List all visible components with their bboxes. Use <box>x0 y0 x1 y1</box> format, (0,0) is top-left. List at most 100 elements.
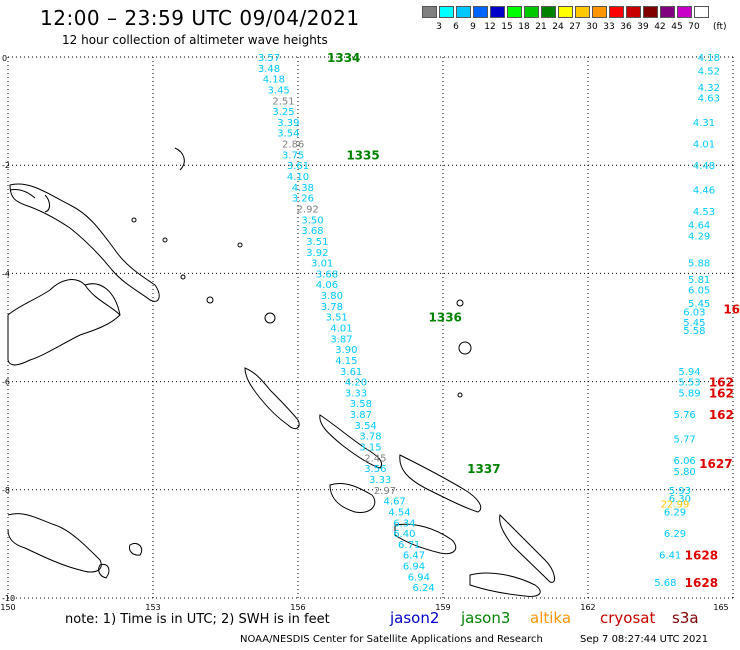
coast-choiseul <box>319 414 383 469</box>
wave-height-value: 6.47 <box>403 551 425 562</box>
wave-height-value: 3.61 <box>340 367 362 378</box>
wave-height-value: 3.51 <box>326 313 348 324</box>
legend-label: 6 <box>453 22 459 32</box>
lon-tick-label: 156 <box>290 603 305 612</box>
wave-height-value: 4.52 <box>698 67 720 78</box>
island-11 <box>129 542 143 556</box>
island-3 <box>458 341 472 355</box>
pass-number: 162 <box>709 408 734 422</box>
legend-label: 3 <box>436 22 442 32</box>
mission-jason3: jason3 <box>461 609 511 627</box>
legend-swatch <box>592 6 607 18</box>
legend-swatch <box>558 6 573 18</box>
mission-s3a: s3a <box>672 609 699 627</box>
island-5 <box>162 237 168 243</box>
wave-height-value: 6.29 <box>664 507 686 518</box>
page-title: 12:00 – 23:59 UTC 09/04/2021 <box>40 6 360 30</box>
coast-new-britain <box>7 279 121 366</box>
wave-height-value: 3.58 <box>350 399 372 410</box>
wave-height-value: 3.15 <box>359 443 381 454</box>
lat-tick-label: -2 <box>2 161 10 170</box>
wave-height-value: 5.94 <box>678 367 700 378</box>
wave-height-value: 5.80 <box>674 467 696 478</box>
legend-swatch <box>473 6 488 18</box>
wave-height-value: 4.38 <box>292 183 314 194</box>
legend-label: 45 <box>671 22 683 32</box>
legend-swatch <box>541 6 556 18</box>
coast-new-hanover <box>9 189 36 199</box>
wave-height-value: 2.97 <box>374 486 396 497</box>
pass-number: 1336 <box>429 311 462 325</box>
generated-time: Sep 7 08:27:44 UTC 2021 <box>580 634 709 645</box>
wave-height-value: 3.01 <box>311 259 333 270</box>
wave-height-value: 6.29 <box>664 529 686 540</box>
lon-tick-label: 162 <box>580 603 595 612</box>
legend-swatch <box>456 6 471 18</box>
wave-height-value: 4.10 <box>287 172 309 183</box>
wave-height-value: 4.15 <box>335 356 357 367</box>
jason3-track-1: 3.573.484.183.452.513.253.393.542.863.75… <box>258 53 435 594</box>
wave-height-value: 4.54 <box>388 507 410 518</box>
wave-height-value: 3.75 <box>282 150 304 161</box>
wave-height-value: 3.33 <box>369 475 391 486</box>
legend-swatch <box>524 6 539 18</box>
wave-height-value: 3.54 <box>277 129 299 140</box>
wave-height-value: 5.89 <box>678 388 700 399</box>
mission-cryosat: cryosat <box>600 609 656 627</box>
coast-new-britain-east <box>84 283 121 316</box>
legend-label: 12 <box>484 22 496 32</box>
wave-height-value: 3.92 <box>306 248 328 259</box>
wave-height-value: 5.77 <box>674 434 696 445</box>
wave-height-value: 4.20 <box>345 378 367 389</box>
island-1 <box>264 312 276 324</box>
legend-label: 30 <box>586 22 598 32</box>
legend-label: 18 <box>518 22 530 32</box>
credit-line: NOAA/NESDIS Center for Satellite Applica… <box>240 634 543 645</box>
wave-height-value: 6.41 <box>659 551 681 562</box>
legend-swatch <box>660 6 675 18</box>
footer-note: note: 1) Time is in UTC; 2) SWH is in fe… <box>65 612 330 627</box>
legend-label: 21 <box>535 22 547 32</box>
wave-height-value: 3.87 <box>330 334 352 345</box>
map-frame <box>8 57 733 602</box>
coast-guadalcanal <box>394 523 457 555</box>
legend-swatch <box>643 6 658 18</box>
wave-height-value: 4.64 <box>688 221 710 232</box>
coast-santa-isabel <box>399 454 482 513</box>
wave-height-value: 4.46 <box>693 186 715 197</box>
wave-height-value: 3.68 <box>301 226 323 237</box>
mission-altika: altika <box>530 609 572 627</box>
pass-number: 1334 <box>327 51 360 65</box>
wave-height-value: 4.53 <box>693 207 715 218</box>
wave-height-value: 3.39 <box>277 118 299 129</box>
island-9 <box>131 217 137 223</box>
pass-number: 1335 <box>346 148 379 162</box>
legend-label: 39 <box>637 22 649 32</box>
pass-number: 1627 <box>699 457 732 471</box>
lat-tick-label: -6 <box>2 378 10 387</box>
coast-new-georgia <box>329 482 376 514</box>
wave-height-value: 3.78 <box>359 432 381 443</box>
legend-swatch <box>575 6 590 18</box>
map-grid <box>7 56 734 599</box>
legend-swatch <box>422 6 437 18</box>
pass-number: 162 <box>709 386 734 400</box>
mission-jason2: jason2 <box>390 609 440 627</box>
island-8 <box>180 274 186 280</box>
island-7 <box>206 296 214 304</box>
wave-height-value: 2.51 <box>272 96 294 107</box>
wave-height-value: 3.78 <box>321 302 343 313</box>
wave-height-value: 3.61 <box>287 161 309 172</box>
wave-height-value: 5.45 <box>683 318 705 329</box>
lat-tick-label: -4 <box>2 269 10 278</box>
wave-height-value: 6.30 <box>669 494 691 505</box>
wave-height-value: 5.88 <box>688 259 710 270</box>
wave-height-value: 4.18 <box>263 75 285 86</box>
island-12 <box>98 563 110 579</box>
wave-height-value: 6.24 <box>413 583 435 594</box>
wave-height-value: 5.76 <box>674 410 696 421</box>
coast-png-south <box>7 513 102 573</box>
coast-new-ireland <box>9 183 160 302</box>
wave-height-value: 6.06 <box>674 456 696 467</box>
pass-number: 16 <box>723 303 740 317</box>
